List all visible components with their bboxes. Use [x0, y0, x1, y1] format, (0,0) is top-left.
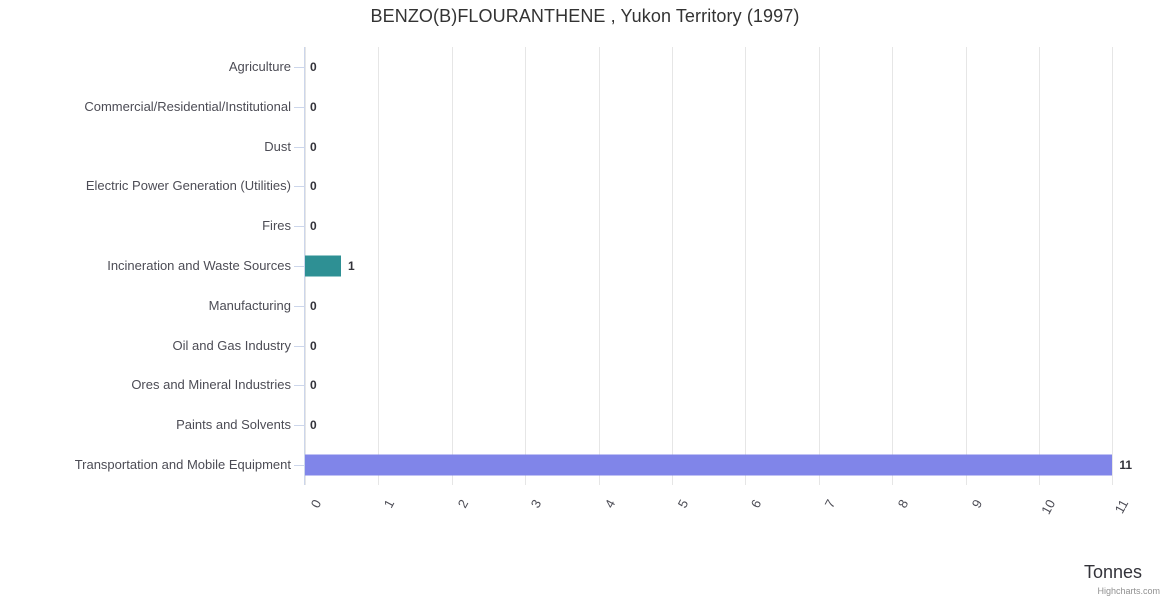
x-axis-tick-label: 4	[601, 497, 618, 511]
gridline-5	[672, 47, 673, 485]
x-axis-tick-label: 7	[821, 497, 839, 511]
bar-value-label: 0	[310, 219, 317, 234]
x-axis-tick-label: 0	[307, 497, 325, 511]
x-axis-tick-label: 6	[747, 497, 765, 511]
gridline-9	[965, 47, 967, 485]
y-axis-tick	[294, 186, 304, 187]
gridline-1	[378, 47, 380, 485]
gridline-2	[451, 47, 453, 485]
y-axis-tick	[294, 425, 304, 426]
category-label: Incineration and Waste Sources	[107, 258, 291, 273]
bar-value-label: 0	[310, 139, 317, 154]
bar-value-label: 0	[310, 378, 317, 393]
x-axis-tick-label: 5	[674, 497, 692, 511]
gridline-6	[745, 47, 747, 485]
y-axis-tick	[294, 385, 304, 386]
bar-value-label: 1	[347, 259, 355, 273]
x-axis-title: Tonnes	[1083, 562, 1142, 582]
x-axis-tick-label: 3	[527, 497, 545, 511]
y-axis-tick	[294, 67, 304, 68]
y-axis-tick	[294, 306, 304, 307]
bar-value-label: 0	[310, 418, 317, 433]
y-axis-tick	[294, 147, 304, 148]
gridline-4	[598, 47, 600, 485]
y-axis-tick	[294, 465, 304, 466]
chart-title: BENZO(B)FLOURANTHENE , Yukon Territory (…	[370, 6, 800, 26]
highcharts-credits[interactable]: Highcharts.com	[1097, 586, 1160, 596]
y-axis-line	[304, 47, 305, 485]
gridline-7	[818, 47, 820, 485]
bar-value-label: 0	[310, 179, 317, 194]
bar-value-label: 0	[310, 338, 317, 353]
bar-value-label: 0	[310, 99, 317, 114]
gridline-3	[525, 47, 527, 485]
bar-value-label: 11	[1119, 458, 1133, 473]
category-label: Agriculture	[228, 58, 291, 74]
x-axis-tick-label: 1	[380, 497, 398, 511]
gridline-8	[892, 47, 894, 485]
category-label: Ores and Mineral Industries	[131, 377, 291, 393]
bar-value-label: 0	[310, 298, 317, 313]
x-axis-tick-label: 8	[894, 497, 912, 511]
category-label: Fires	[262, 218, 291, 234]
y-axis-tick	[294, 266, 304, 267]
x-axis-tick-label: 10	[1038, 497, 1059, 517]
category-label: Paints and Solvents	[176, 417, 291, 433]
category-label: Electric Power Generation (Utilities)	[85, 178, 291, 194]
y-axis-tick	[294, 226, 304, 227]
category-label: Commercial/Residential/Institutional	[84, 98, 291, 114]
category-label: Oil and Gas Industry	[172, 337, 292, 353]
category-label: Manufacturing	[208, 297, 291, 313]
bar[interactable]	[305, 454, 1113, 476]
plot-area	[305, 47, 1170, 485]
y-axis-tick	[294, 107, 304, 108]
bar-value-label: 0	[310, 59, 317, 74]
x-axis-tick-label: 2	[454, 497, 472, 511]
y-axis-tick	[294, 346, 304, 347]
category-label: Dust	[264, 138, 291, 154]
bar[interactable]	[305, 255, 341, 277]
gridline-10	[1039, 47, 1040, 485]
x-axis-tick-label: 11	[1112, 497, 1132, 516]
category-label: Transportation and Mobile Equipment	[74, 457, 291, 473]
x-axis-tick-label: 9	[968, 497, 985, 511]
gridline-11	[1112, 47, 1114, 485]
